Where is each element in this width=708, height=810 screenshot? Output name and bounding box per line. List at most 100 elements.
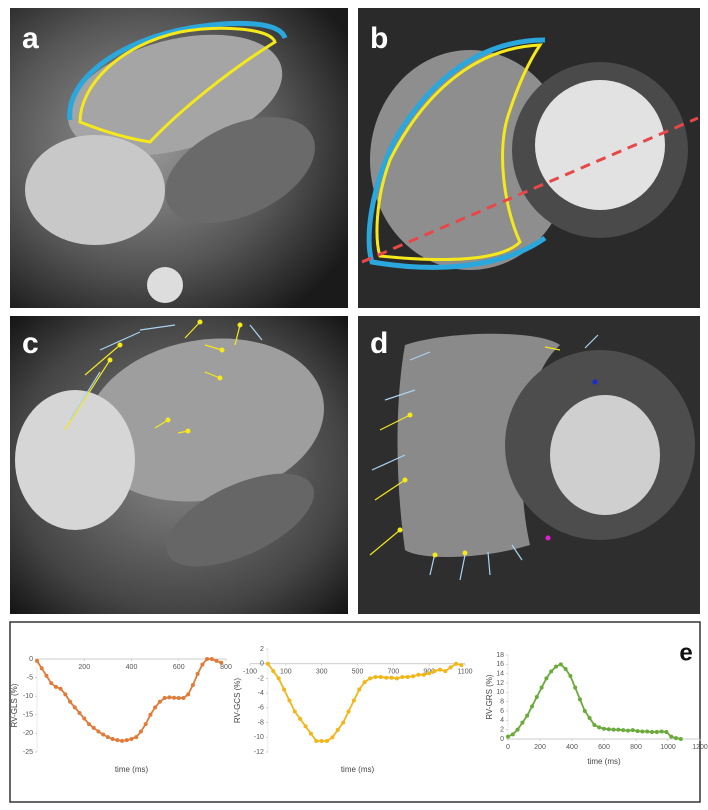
data-point: [120, 738, 125, 743]
data-point: [308, 731, 313, 736]
data-point: [563, 667, 568, 671]
data-point: [459, 663, 464, 668]
data-point: [346, 709, 351, 714]
data-point: [341, 720, 346, 725]
data-point: [287, 698, 292, 703]
data-point: [176, 696, 181, 701]
x-tick-label: 600: [598, 744, 610, 751]
data-point: [105, 735, 110, 740]
data-point: [86, 722, 91, 727]
data-point: [110, 736, 115, 741]
data-point: [335, 727, 340, 732]
data-point: [162, 696, 167, 701]
mri-panel-b: [358, 8, 700, 308]
y-tick-label: 4: [500, 717, 504, 724]
data-point: [124, 738, 129, 743]
y-tick-label: -15: [23, 712, 33, 719]
data-point: [219, 660, 224, 665]
data-point: [209, 657, 214, 661]
data-point: [621, 728, 626, 733]
data-point: [411, 674, 416, 679]
x-tick-label: 100: [280, 669, 292, 676]
data-point: [611, 727, 616, 732]
data-point: [172, 695, 177, 700]
data-point: [384, 675, 389, 680]
data-point: [626, 728, 630, 733]
data-point: [292, 709, 297, 714]
data-point: [432, 669, 437, 674]
data-point: [68, 699, 73, 704]
x-tick-label: 400: [566, 744, 578, 751]
panel-label: b: [370, 22, 388, 55]
data-point: [351, 698, 356, 703]
data-point: [319, 738, 324, 743]
data-point: [515, 727, 520, 732]
data-point: [115, 738, 120, 743]
data-point: [378, 674, 383, 679]
data-point: [72, 705, 77, 710]
data-point: [44, 673, 49, 678]
y-tick-label: 0: [29, 656, 33, 663]
data-point: [587, 716, 592, 720]
y-tick-label: -8: [258, 719, 264, 726]
x-tick-label: -100: [243, 669, 257, 676]
data-point: [416, 672, 421, 677]
x-tick-label: 600: [173, 664, 185, 671]
y-tick-label: -10: [254, 734, 264, 741]
x-tick-label: 1000: [660, 744, 676, 751]
data-point: [454, 661, 459, 666]
y-tick-label: 10: [496, 689, 504, 696]
x-tick-label: 300: [316, 669, 328, 676]
data-point: [592, 723, 597, 727]
data-point: [195, 671, 200, 676]
data-point: [214, 658, 219, 663]
data-point: [443, 669, 448, 674]
y-tick-label: 16: [496, 661, 504, 668]
x-tick-label: 1200: [692, 744, 708, 751]
data-point: [314, 738, 319, 743]
x-tick-label: 0: [506, 744, 510, 751]
data-point: [271, 669, 276, 674]
mri-panel-a: [10, 8, 348, 308]
data-point: [181, 696, 186, 701]
data-point: [357, 687, 362, 692]
data-point: [674, 736, 678, 741]
data-line: [36, 658, 222, 742]
data-point: [602, 726, 606, 731]
data-point: [39, 666, 44, 671]
x-tick-label: 700: [387, 669, 399, 676]
data-point: [389, 675, 394, 680]
data-point: [520, 720, 525, 725]
data-point: [58, 686, 63, 691]
panel-label: d: [370, 327, 388, 360]
data-point: [448, 665, 453, 670]
data-point: [506, 734, 510, 739]
data-point: [153, 705, 158, 710]
data-point: [597, 725, 602, 730]
data-point: [265, 661, 270, 666]
data-point: [664, 730, 669, 734]
data-point: [534, 695, 539, 699]
mri-panel-c: [10, 316, 348, 614]
data-point: [650, 730, 654, 734]
y-tick-label: 14: [496, 671, 504, 678]
data-point: [544, 676, 549, 681]
panel-label: a: [22, 22, 39, 55]
data-point: [640, 729, 645, 734]
x-tick-label: 800: [630, 744, 642, 751]
data-point: [276, 676, 281, 681]
y-tick-label: -25: [23, 749, 33, 756]
data-point: [568, 674, 573, 678]
data-point: [200, 662, 205, 667]
x-tick-label: 200: [78, 664, 90, 671]
data-point: [530, 704, 534, 709]
data-point: [138, 729, 143, 734]
data-point: [510, 732, 515, 737]
y-axis-label: RV-GRS (%): [485, 674, 494, 720]
data-point: [678, 737, 683, 741]
y-tick-label: -4: [258, 690, 264, 697]
x-tick-label: 1100: [457, 669, 472, 676]
y-tick-label: 12: [496, 680, 504, 687]
panel-label: c: [22, 327, 39, 360]
y-tick-label: -6: [258, 705, 264, 712]
